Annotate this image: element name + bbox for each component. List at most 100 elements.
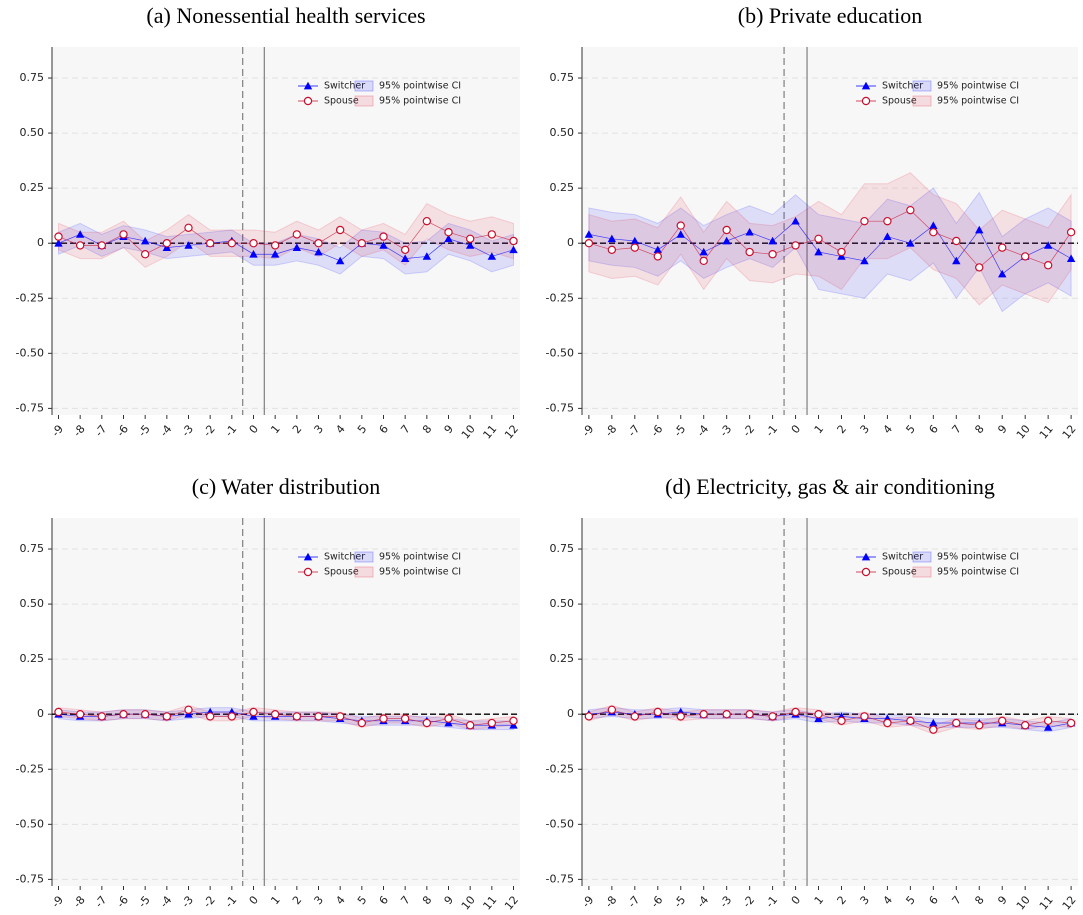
point — [998, 716, 1007, 726]
x-tick-label: -4 — [694, 423, 711, 440]
legend-label: Spouse — [324, 567, 359, 578]
panel-title: (a) Nonessential health services — [146, 3, 425, 28]
point — [162, 239, 172, 248]
y-tick-label: 0 — [37, 236, 44, 249]
point — [162, 712, 172, 721]
point — [465, 234, 475, 244]
point — [97, 241, 107, 250]
y-tick-label: 0.75 — [550, 542, 575, 555]
x-tick-label: -5 — [671, 894, 688, 911]
x-tick-label: 6 — [377, 894, 391, 908]
point — [54, 707, 63, 717]
x-tick-label: 0 — [247, 423, 261, 437]
legend-label: Switcher — [882, 552, 923, 563]
ci-band — [588, 704, 1072, 735]
point — [335, 225, 345, 235]
y-tick-label: 0.75 — [20, 71, 45, 84]
x-tick-label: 1 — [812, 894, 826, 908]
point — [929, 227, 938, 237]
x-tick-label: 7 — [398, 894, 412, 908]
point — [205, 712, 215, 721]
point — [227, 712, 237, 721]
y-tick-label: -0.25 — [546, 762, 574, 775]
x-tick-label: 3 — [858, 423, 872, 437]
ci-band — [58, 707, 514, 731]
x-tick-label: 7 — [949, 894, 963, 908]
point — [1066, 227, 1076, 237]
x-tick-label: 3 — [312, 894, 326, 908]
point — [745, 710, 754, 719]
point — [75, 710, 85, 719]
point — [75, 241, 85, 250]
point — [465, 721, 475, 730]
x-tick-label: 8 — [420, 423, 434, 437]
point — [722, 236, 731, 245]
point — [653, 245, 662, 254]
point — [584, 230, 594, 238]
y-tick-label: 0 — [567, 236, 574, 249]
x-tick-label: 7 — [949, 423, 963, 437]
point — [400, 714, 410, 723]
panel-title: (c) Water distribution — [192, 474, 380, 499]
legend-label: Switcher — [324, 552, 365, 563]
point — [883, 216, 892, 226]
x-tick-label: -1 — [222, 894, 239, 911]
y-tick-label: -0.25 — [16, 291, 44, 304]
point — [444, 234, 453, 243]
point — [314, 712, 323, 721]
legend-label: 95% pointwise CI — [937, 552, 1019, 563]
x-tick-label: -6 — [648, 423, 665, 440]
point — [314, 239, 323, 248]
point — [487, 252, 497, 260]
x-tick-label: 4 — [881, 423, 895, 437]
x-tick-label: 5 — [355, 894, 369, 908]
point — [929, 221, 938, 229]
x-tick-label: 4 — [333, 423, 347, 437]
point — [205, 239, 215, 248]
x-tick-label: -4 — [157, 894, 174, 911]
point — [1020, 252, 1030, 261]
x-tick-label: -2 — [740, 894, 757, 911]
point — [140, 710, 150, 719]
x-tick-label: 2 — [835, 894, 849, 908]
point — [509, 245, 518, 254]
point — [883, 232, 892, 240]
point — [1043, 723, 1053, 731]
point — [699, 247, 708, 256]
legend-swatch — [354, 551, 374, 563]
x-tick-label: 0 — [789, 423, 803, 437]
x-tick-label: -7 — [92, 423, 109, 440]
legend-swatch — [354, 95, 374, 107]
legend-label: 95% pointwise CI — [937, 81, 1019, 92]
x-tick-label: -7 — [625, 423, 642, 440]
point — [1043, 716, 1053, 726]
point — [292, 230, 302, 239]
legend-marker — [861, 81, 871, 90]
point — [699, 256, 708, 266]
point — [906, 716, 915, 726]
x-tick-label: -9 — [579, 894, 596, 911]
x-tick-label: -3 — [179, 423, 196, 440]
x-tick-label: 11 — [1037, 423, 1056, 442]
x-tick-label: 11 — [480, 894, 499, 913]
legend-label: 95% pointwise CI — [379, 81, 461, 92]
point — [768, 250, 777, 259]
x-tick-label: -2 — [201, 894, 218, 911]
x-tick-label: 1 — [268, 894, 282, 908]
legend-marker — [861, 552, 871, 561]
y-tick-label: 0.50 — [550, 597, 575, 610]
point — [444, 714, 453, 723]
x-tick-label: 4 — [881, 894, 895, 908]
point — [1043, 261, 1053, 270]
y-tick-label: -0.50 — [546, 817, 574, 830]
point — [906, 239, 915, 247]
y-tick-label: 0.50 — [20, 126, 45, 139]
point — [860, 712, 869, 721]
x-tick-label: -3 — [717, 894, 734, 911]
x-tick-label: 12 — [1060, 894, 1079, 913]
series-line — [58, 234, 514, 262]
point — [607, 234, 617, 243]
series-line — [588, 209, 1072, 268]
y-tick-label: 0 — [37, 707, 44, 720]
x-tick-label: -8 — [602, 894, 619, 911]
